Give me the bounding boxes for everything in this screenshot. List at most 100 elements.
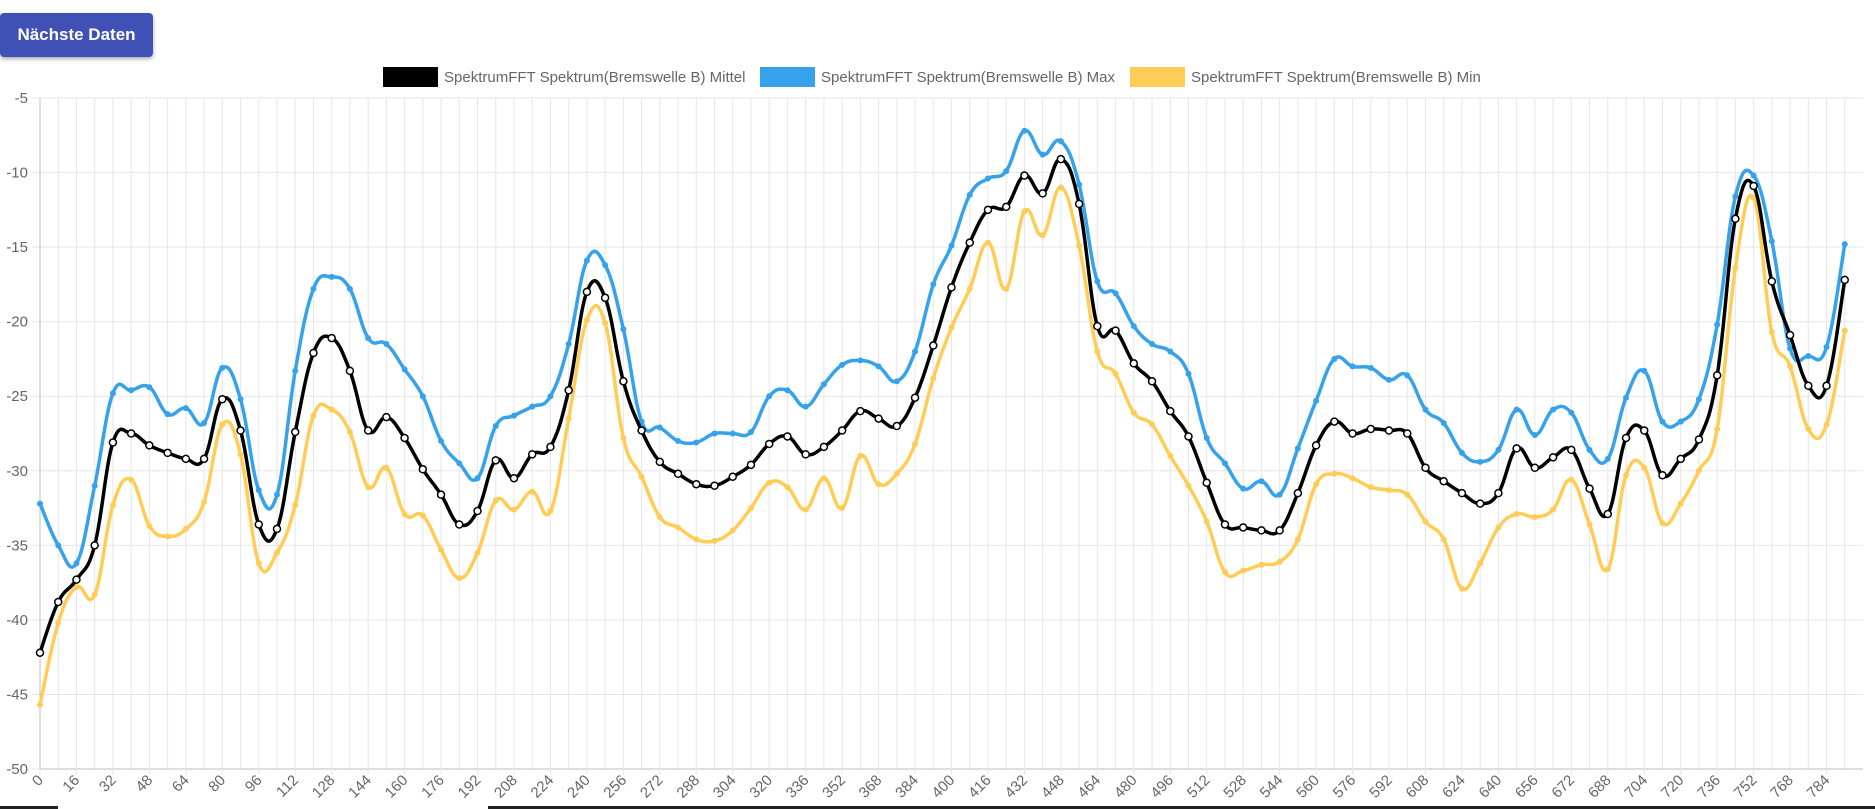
data-point-mittel xyxy=(1639,426,1649,435)
data-point-max xyxy=(1167,348,1174,355)
y-tick-label: -10 xyxy=(6,165,28,182)
data-point-max xyxy=(1623,394,1630,401)
data-point-min xyxy=(1258,561,1265,568)
data-point-max xyxy=(602,262,609,269)
x-tick-label: 640 xyxy=(1476,772,1506,802)
data-point-max xyxy=(1477,458,1484,465)
data-point-mittel xyxy=(1238,523,1248,532)
next-data-button[interactable]: Nächste Daten xyxy=(0,13,153,57)
x-tick-label: 288 xyxy=(673,772,703,802)
scrollbar-thumb-left[interactable] xyxy=(0,806,58,809)
x-tick-label: 688 xyxy=(1585,772,1615,802)
data-point-max xyxy=(237,396,244,403)
data-point-mittel xyxy=(236,426,245,435)
data-point-max xyxy=(1568,409,1575,416)
data-point-max xyxy=(1258,478,1265,485)
data-point-mittel xyxy=(1020,171,1029,180)
data-point-max xyxy=(219,364,226,371)
data-point-max xyxy=(966,191,973,198)
data-point-min xyxy=(383,464,390,471)
chart-legend: SpektrumFFT Spektrum(Bremswelle B) Mitte… xyxy=(0,66,1875,90)
scrollbar-track[interactable] xyxy=(488,806,1875,809)
data-point-max xyxy=(1458,449,1465,456)
data-point-max xyxy=(784,387,791,394)
data-point-mittel xyxy=(309,348,318,358)
x-tick-label: 784 xyxy=(1804,772,1834,802)
data-point-min xyxy=(529,488,536,495)
data-point-mittel xyxy=(1548,453,1558,462)
data-point-min xyxy=(1294,536,1301,543)
x-tick-label: 368 xyxy=(856,772,886,802)
data-point-max xyxy=(1367,364,1374,371)
data-point-min xyxy=(1240,567,1247,574)
data-point-max xyxy=(1531,431,1538,438)
data-point-mittel xyxy=(929,341,938,350)
data-point-max xyxy=(857,357,864,364)
data-point-mittel xyxy=(764,439,774,449)
data-point-min xyxy=(1185,482,1192,489)
data-point-max xyxy=(55,542,62,549)
data-point-mittel xyxy=(965,238,974,247)
data-point-mittel xyxy=(1220,520,1230,529)
data-point-mittel xyxy=(1621,433,1631,443)
data-point-min xyxy=(1732,264,1739,271)
x-tick-label: 384 xyxy=(892,772,922,802)
y-tick-label: -30 xyxy=(6,463,28,480)
x-tick-label: 144 xyxy=(345,772,375,802)
data-point-max xyxy=(565,341,572,348)
data-point-mittel xyxy=(710,481,719,490)
x-tick-label: 512 xyxy=(1184,772,1214,802)
data-point-mittel xyxy=(1567,445,1576,455)
x-tick-label: 656 xyxy=(1512,772,1542,802)
y-tick-label: -40 xyxy=(6,612,28,629)
data-point-min xyxy=(1349,475,1356,482)
data-point-min xyxy=(510,506,517,513)
x-tick-label: 544 xyxy=(1257,772,1287,802)
data-point-mittel xyxy=(1111,326,1120,335)
data-point-max xyxy=(1750,172,1757,179)
data-point-min xyxy=(292,502,299,509)
data-point-max xyxy=(109,390,116,397)
data-point-mittel xyxy=(1384,426,1394,435)
data-point-mittel xyxy=(1585,484,1594,493)
data-point-mittel xyxy=(1038,189,1047,198)
data-point-mittel xyxy=(53,597,63,607)
y-tick-label: -25 xyxy=(6,388,28,405)
data-point-max xyxy=(73,560,80,567)
data-point-min xyxy=(1823,421,1830,428)
data-point-min xyxy=(1659,519,1666,526)
data-point-min xyxy=(984,239,991,246)
data-point-min xyxy=(365,484,372,491)
data-point-mittel xyxy=(947,283,956,292)
data-point-max xyxy=(310,285,317,292)
x-tick-label: 336 xyxy=(783,772,813,802)
data-point-mittel xyxy=(1129,359,1139,368)
data-point-mittel xyxy=(637,426,646,435)
legend-item-min[interactable]: SpektrumFFT Spektrum(Bremswelle B) Min xyxy=(1130,66,1481,88)
data-point-min xyxy=(55,619,62,626)
data-point-mittel xyxy=(1475,499,1485,508)
data-point-min xyxy=(656,514,663,521)
data-point-min xyxy=(1531,514,1538,521)
series-line-mittel xyxy=(38,157,1847,654)
x-tick-label: 16 xyxy=(59,772,83,796)
data-point-mittel xyxy=(1494,488,1503,498)
x-tick-label: 480 xyxy=(1111,772,1141,802)
data-point-max xyxy=(1313,397,1320,404)
legend-item-mittel[interactable]: SpektrumFFT Spektrum(Bremswelle B) Mitte… xyxy=(383,66,745,88)
data-point-max xyxy=(1203,434,1210,441)
data-point-mittel xyxy=(983,205,993,215)
data-point-max xyxy=(729,430,736,437)
data-point-max xyxy=(201,420,208,427)
data-point-min xyxy=(875,481,882,488)
data-point-max xyxy=(1787,345,1794,352)
data-point-max xyxy=(675,437,682,444)
data-point-mittel xyxy=(527,450,537,459)
data-point-mittel xyxy=(1421,463,1430,473)
legend-item-max[interactable]: SpektrumFFT Spektrum(Bremswelle B) Max xyxy=(760,66,1115,88)
data-point-min xyxy=(1057,184,1064,191)
data-point-min xyxy=(273,549,280,556)
data-point-min xyxy=(948,324,955,331)
data-point-mittel xyxy=(1293,488,1303,498)
data-point-max xyxy=(930,281,937,288)
